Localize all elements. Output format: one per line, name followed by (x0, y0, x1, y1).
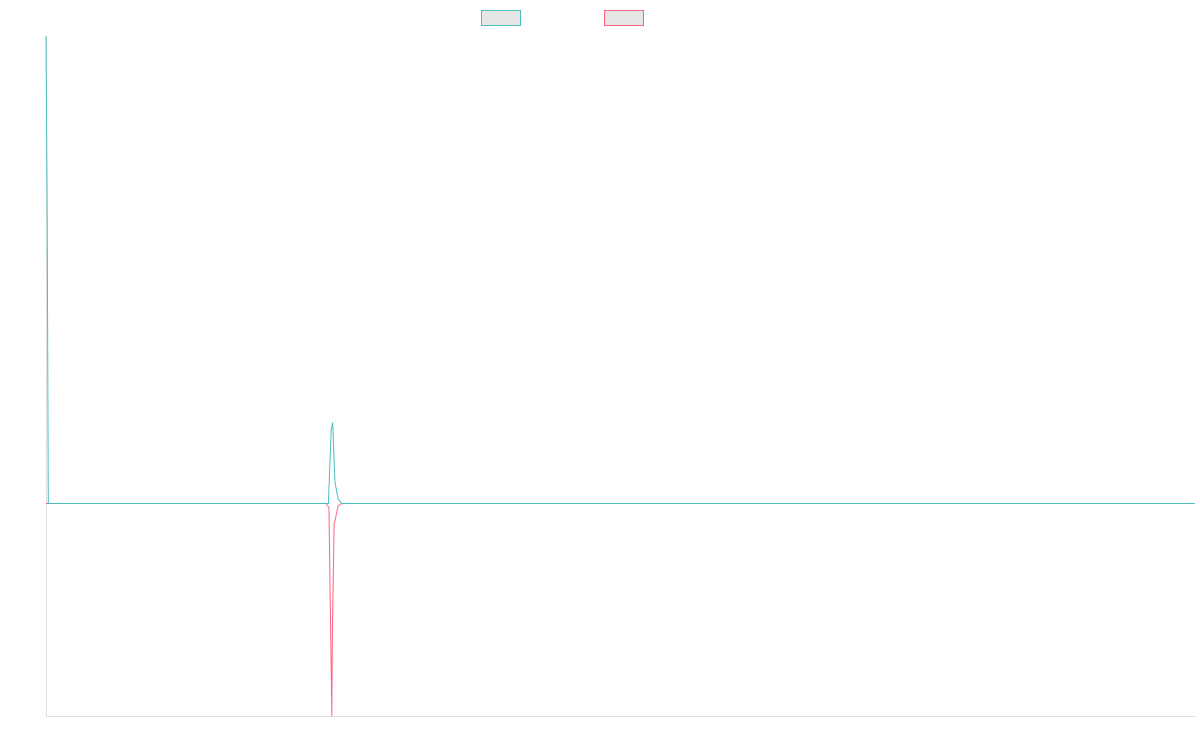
legend-swatch-series-2[interactable] (604, 10, 644, 26)
series-line-1 (45, 35, 1195, 504)
series-line-2 (46, 503, 1195, 717)
legend-swatch-series-1[interactable] (481, 10, 521, 26)
